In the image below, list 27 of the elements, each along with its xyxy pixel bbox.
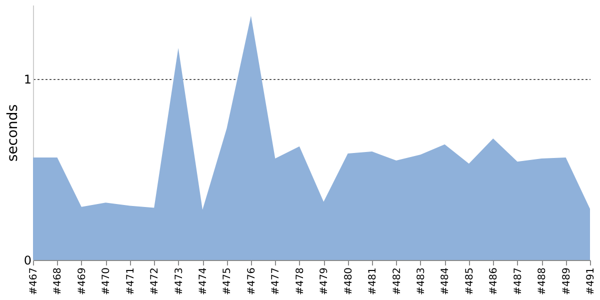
y-axis-title: seconds bbox=[4, 104, 21, 162]
x-tick-label: #484 bbox=[440, 268, 452, 295]
x-tick-label: #485 bbox=[464, 268, 476, 295]
x-tick-label: #486 bbox=[488, 268, 500, 295]
x-tick-label: #474 bbox=[198, 268, 210, 295]
x-tick-label: #472 bbox=[150, 268, 161, 295]
x-tick-label: #470 bbox=[101, 268, 112, 295]
x-tick-label: #468 bbox=[52, 268, 64, 295]
x-tick-label: #475 bbox=[222, 268, 234, 295]
x-tick-label: #478 bbox=[294, 268, 306, 295]
x-tick-label: #481 bbox=[368, 268, 379, 295]
x-tick-label: #482 bbox=[392, 268, 403, 295]
x-tick-label: #491 bbox=[586, 268, 596, 295]
x-tick-label: #469 bbox=[76, 268, 88, 295]
x-tick-label: #479 bbox=[319, 268, 330, 295]
x-tick-label: #476 bbox=[246, 268, 258, 295]
y-tick-label: 0 bbox=[24, 254, 32, 268]
x-tick-label: #473 bbox=[174, 268, 185, 295]
x-tick-label: #489 bbox=[561, 268, 572, 295]
x-tick-label: #477 bbox=[270, 268, 282, 295]
x-tick-label: #467 bbox=[28, 268, 40, 295]
x-tick-label: #488 bbox=[537, 268, 548, 295]
x-tick-label: #471 bbox=[125, 268, 136, 295]
x-tick-label: #487 bbox=[512, 268, 524, 295]
x-tick-label: #483 bbox=[416, 268, 427, 295]
y-tick-label: 1 bbox=[24, 72, 32, 87]
x-tick-label: #480 bbox=[343, 268, 354, 295]
